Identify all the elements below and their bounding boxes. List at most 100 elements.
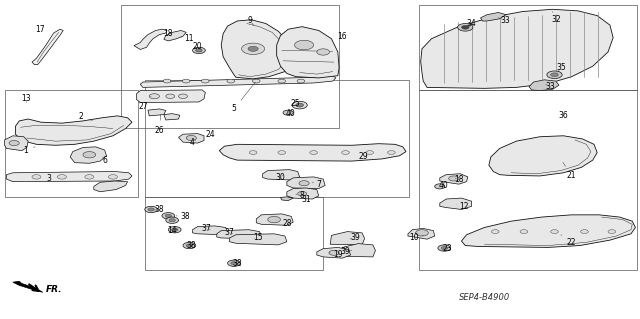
Polygon shape: [341, 244, 376, 257]
Circle shape: [32, 175, 41, 179]
Text: 24: 24: [205, 130, 218, 141]
Circle shape: [231, 262, 237, 265]
Text: 16: 16: [332, 32, 346, 41]
Circle shape: [268, 216, 280, 223]
Polygon shape: [32, 29, 63, 65]
Text: 38: 38: [176, 212, 189, 221]
Polygon shape: [276, 27, 339, 78]
Text: 37: 37: [202, 224, 211, 233]
Circle shape: [366, 151, 374, 154]
Circle shape: [296, 103, 303, 107]
Polygon shape: [164, 114, 180, 120]
Polygon shape: [164, 31, 186, 41]
Circle shape: [162, 213, 175, 219]
Polygon shape: [461, 215, 636, 248]
Circle shape: [492, 230, 499, 234]
Text: 38: 38: [186, 241, 196, 250]
Circle shape: [242, 43, 264, 55]
Circle shape: [166, 217, 179, 223]
Polygon shape: [440, 198, 472, 210]
Circle shape: [278, 151, 285, 154]
Circle shape: [283, 110, 293, 115]
Text: 7: 7: [312, 180, 321, 189]
Circle shape: [149, 94, 159, 99]
Text: 33: 33: [546, 82, 556, 91]
Circle shape: [179, 94, 188, 99]
Text: 40: 40: [439, 181, 449, 190]
Circle shape: [317, 49, 330, 55]
Polygon shape: [148, 109, 166, 116]
Circle shape: [183, 242, 196, 249]
Polygon shape: [420, 9, 613, 88]
Circle shape: [435, 184, 445, 189]
Text: 6: 6: [102, 156, 107, 165]
Text: 37: 37: [225, 228, 234, 237]
Text: 34: 34: [467, 19, 477, 28]
Circle shape: [186, 136, 196, 141]
Polygon shape: [134, 29, 167, 49]
Circle shape: [168, 226, 181, 233]
Text: 22: 22: [561, 235, 577, 247]
Polygon shape: [481, 12, 506, 21]
Circle shape: [252, 79, 260, 83]
Text: 5: 5: [232, 82, 255, 113]
Circle shape: [550, 230, 558, 234]
Circle shape: [441, 247, 447, 250]
Text: 15: 15: [253, 234, 262, 242]
Circle shape: [196, 49, 202, 52]
Text: FR.: FR.: [46, 285, 63, 294]
Text: 2: 2: [79, 112, 92, 121]
Circle shape: [461, 26, 469, 29]
Text: 39: 39: [350, 234, 360, 242]
Polygon shape: [489, 136, 597, 176]
Polygon shape: [287, 188, 319, 199]
Circle shape: [342, 151, 349, 154]
Circle shape: [169, 219, 175, 222]
Text: 18: 18: [161, 28, 173, 38]
Circle shape: [163, 79, 171, 83]
Text: 23: 23: [443, 244, 452, 253]
Circle shape: [9, 141, 19, 145]
Text: 17: 17: [35, 25, 50, 34]
Circle shape: [329, 250, 339, 255]
Circle shape: [438, 245, 451, 251]
Text: 40: 40: [285, 109, 295, 118]
Text: 21: 21: [563, 162, 577, 181]
Circle shape: [449, 176, 459, 181]
Circle shape: [580, 230, 588, 234]
Circle shape: [228, 260, 241, 266]
Text: 38: 38: [155, 205, 164, 214]
Text: 25: 25: [291, 99, 301, 108]
Polygon shape: [136, 90, 205, 103]
Text: 27: 27: [138, 96, 151, 111]
Text: 38: 38: [232, 259, 242, 268]
Text: 35: 35: [556, 63, 566, 72]
Text: 19: 19: [330, 250, 342, 259]
Circle shape: [458, 24, 473, 31]
Text: 33: 33: [499, 16, 509, 25]
Polygon shape: [6, 172, 132, 182]
Circle shape: [148, 208, 154, 211]
Polygon shape: [330, 232, 365, 245]
Circle shape: [608, 230, 616, 234]
Polygon shape: [262, 170, 300, 180]
Text: 18: 18: [454, 174, 463, 184]
Text: 29: 29: [358, 152, 368, 161]
Circle shape: [298, 191, 307, 196]
Text: 11: 11: [181, 34, 194, 43]
Polygon shape: [179, 134, 204, 143]
Polygon shape: [230, 234, 287, 245]
Polygon shape: [287, 177, 325, 189]
Circle shape: [248, 46, 258, 51]
Polygon shape: [140, 76, 336, 87]
Circle shape: [202, 79, 209, 83]
Polygon shape: [13, 281, 43, 292]
Circle shape: [165, 214, 172, 217]
Circle shape: [388, 151, 395, 154]
Circle shape: [83, 152, 96, 158]
Circle shape: [108, 175, 117, 179]
Text: 20: 20: [193, 42, 202, 51]
Text: 9: 9: [248, 17, 254, 26]
Polygon shape: [4, 136, 28, 151]
Polygon shape: [221, 20, 293, 79]
